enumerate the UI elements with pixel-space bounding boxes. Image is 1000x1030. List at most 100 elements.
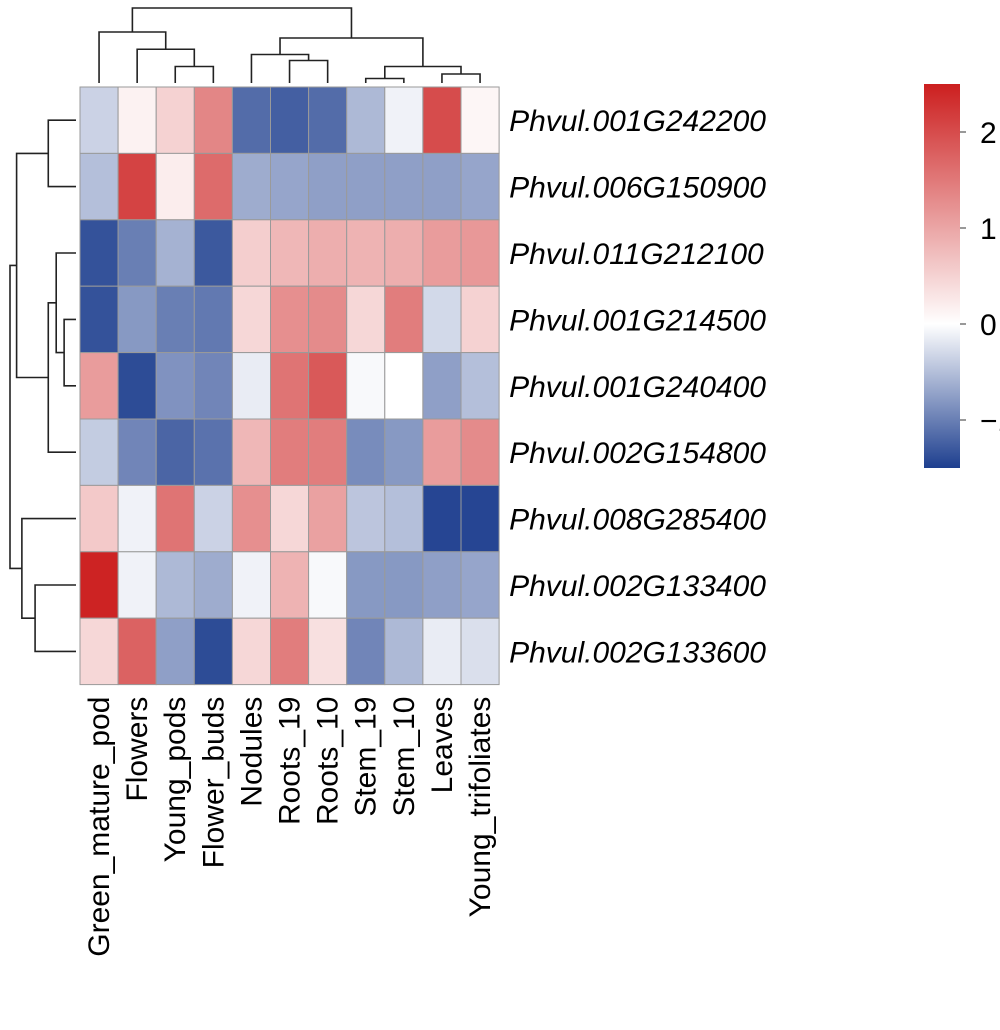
dendrogram-branch <box>9 264 22 570</box>
heatmap-cell <box>422 152 462 221</box>
heatmap-cell <box>193 418 233 486</box>
heatmap-cell <box>117 617 157 686</box>
heatmap-cell <box>308 617 348 686</box>
heatmap-cell <box>155 152 195 221</box>
heatmap-cell <box>117 484 157 553</box>
dendrogram-branch <box>15 152 49 379</box>
heatmap-cell <box>193 219 233 287</box>
heatmap-cell <box>460 484 500 553</box>
dendrogram-branch <box>63 318 76 387</box>
dendrogram-branch <box>279 37 424 67</box>
dendrogram-branch <box>98 31 167 83</box>
dendrogram-branch <box>21 517 76 619</box>
heatmap-cell <box>308 285 348 354</box>
heatmap-cell <box>422 418 462 486</box>
heatmap-cell <box>193 86 233 154</box>
dendrogram-branch <box>364 77 405 83</box>
heatmap-cell <box>270 352 310 420</box>
column-dendrogram <box>98 7 481 83</box>
heatmap-cell <box>384 86 424 154</box>
colorbar-tick-label: −1 <box>980 405 1000 438</box>
heatmap-cell <box>117 219 157 287</box>
heatmap-cell <box>308 352 348 420</box>
heatmap-cell <box>460 86 500 154</box>
heatmap-cell <box>155 219 195 287</box>
heatmap-cell <box>270 617 310 686</box>
heatmap-cell <box>346 86 386 154</box>
heatmap-cell <box>460 551 500 619</box>
dendrogram-branch <box>34 584 76 653</box>
heatmap-cell <box>193 484 233 553</box>
heatmap-cell <box>231 152 271 221</box>
heatmap-cells <box>79 86 500 686</box>
colorbar-tick-label: 1 <box>980 213 997 246</box>
column-labels: Green_mature_pod Flowers Young_pods Flower_… <box>83 697 497 957</box>
heatmap-cell <box>117 551 157 619</box>
dendrogram-branch <box>250 53 310 83</box>
heatmap-cell <box>231 285 271 354</box>
heatmap-cell <box>422 352 462 420</box>
heatmap-cell <box>384 152 424 221</box>
heatmap-cell <box>422 617 462 686</box>
heatmap-cell <box>270 219 310 287</box>
colorbar-gradient <box>924 84 960 468</box>
row-label: Phvul.008G285400 <box>509 504 766 537</box>
heatmap-cell <box>346 152 386 221</box>
heatmap-cell <box>79 219 119 287</box>
heatmap-cell <box>460 617 500 686</box>
heatmap-cell <box>460 219 500 287</box>
heatmap-cell <box>346 418 386 486</box>
row-label: Phvul.002G133600 <box>509 636 766 669</box>
row-label: Phvul.002G133400 <box>509 570 766 603</box>
heatmap-cell <box>346 285 386 354</box>
row-label: Phvul.006G150900 <box>509 172 766 205</box>
heatmap-cell <box>155 352 195 420</box>
column-label: Stem_10 <box>388 697 421 817</box>
heatmap-cell <box>231 484 271 553</box>
heatmap-cell <box>193 617 233 686</box>
heatmap-cell <box>155 86 195 154</box>
heatmap-cell <box>270 285 310 354</box>
row-label: Phvul.001G240400 <box>509 371 766 404</box>
heatmap-cell <box>384 617 424 686</box>
heatmap-cell <box>308 551 348 619</box>
heatmap-cell <box>308 418 348 486</box>
column-label: Young_trifoliates <box>464 697 497 918</box>
column-label: Flowers <box>121 697 154 802</box>
column-label: Green_mature_pod <box>83 697 116 957</box>
column-label: Nodules <box>235 697 268 807</box>
colorbar: −1 0 1 2 <box>924 84 1000 468</box>
heatmap-cell <box>346 219 386 287</box>
heatmap-cell <box>79 352 119 420</box>
heatmap-cell <box>460 352 500 420</box>
heatmap-cell <box>308 152 348 221</box>
heatmap-cell <box>193 285 233 354</box>
heatmap-cell <box>384 352 424 420</box>
column-label: Roots_19 <box>274 697 307 825</box>
heatmap-cell <box>346 484 386 553</box>
heatmap-cell <box>384 551 424 619</box>
heatmap-cell <box>308 86 348 154</box>
row-label: Phvul.002G154800 <box>509 437 766 470</box>
heatmap-cell <box>79 617 119 686</box>
heatmap-cell <box>79 484 119 553</box>
row-label: Phvul.011G212100 <box>509 238 764 271</box>
heatmap-cell <box>117 86 157 154</box>
dendrogram-branch <box>47 302 76 453</box>
heatmap-cell <box>422 219 462 287</box>
row-label: Phvul.001G242200 <box>509 105 766 138</box>
heatmap-cell <box>79 152 119 221</box>
heatmap-cell <box>155 551 195 619</box>
heatmap-cell <box>422 484 462 553</box>
dendrogram-branch <box>441 73 481 83</box>
column-label: Young_pods <box>159 697 192 863</box>
heatmap-cell <box>384 219 424 287</box>
row-dendrogram <box>9 119 76 653</box>
heatmap-cell <box>422 285 462 354</box>
heatmap-cell <box>231 617 271 686</box>
heatmap-cell <box>117 285 157 354</box>
heatmap-cell <box>346 617 386 686</box>
row-labels: Phvul.001G242200 Phvul.006G150900 Phvul.01… <box>509 105 766 669</box>
heatmap-cell <box>117 152 157 221</box>
heatmap-cell <box>155 418 195 486</box>
